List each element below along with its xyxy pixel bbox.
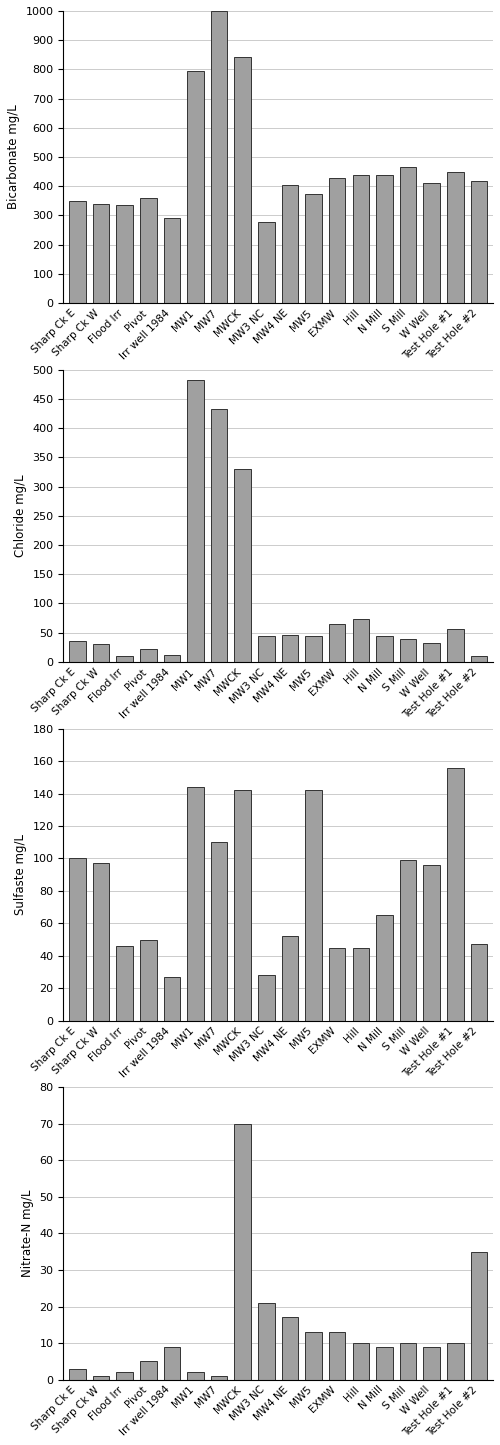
Bar [187,380,204,662]
Bar [400,860,416,1020]
Bar [92,204,110,303]
Bar [234,470,251,662]
Bar [306,636,322,662]
Y-axis label: Chloride mg/L: Chloride mg/L [14,474,27,558]
Bar [69,201,86,303]
Bar [329,1332,345,1380]
Bar [116,946,133,1020]
Bar [306,194,322,303]
Bar [352,175,369,303]
Bar [424,1347,440,1380]
Bar [187,788,204,1020]
Bar [306,790,322,1020]
Bar [447,172,464,303]
Bar [116,656,133,662]
Bar [140,198,156,303]
Bar [400,1342,416,1380]
Bar [211,409,228,662]
Bar [116,1373,133,1380]
Y-axis label: Nitrate-N mg/L: Nitrate-N mg/L [21,1189,34,1277]
Bar [164,655,180,662]
Bar [447,767,464,1020]
Bar [282,936,298,1020]
Y-axis label: Bicarbonate mg/L: Bicarbonate mg/L [7,104,20,210]
Bar [352,948,369,1020]
Bar [258,223,274,303]
Bar [306,1332,322,1380]
Bar [424,182,440,303]
Bar [470,656,487,662]
Bar [116,205,133,303]
Bar [424,643,440,662]
Bar [447,1342,464,1380]
Bar [234,790,251,1020]
Bar [470,1251,487,1380]
Bar [164,218,180,303]
Bar [234,56,251,303]
Bar [69,642,86,662]
Bar [352,620,369,662]
Bar [187,71,204,303]
Y-axis label: Sulfaste mg/L: Sulfaste mg/L [14,834,27,915]
Bar [92,1376,110,1380]
Bar [329,178,345,303]
Bar [258,975,274,1020]
Bar [470,181,487,303]
Bar [470,945,487,1020]
Bar [187,1373,204,1380]
Bar [376,915,392,1020]
Bar [140,649,156,662]
Bar [211,842,228,1020]
Bar [424,866,440,1020]
Bar [258,1303,274,1380]
Bar [376,1347,392,1380]
Bar [376,636,392,662]
Bar [140,1361,156,1380]
Bar [282,185,298,303]
Bar [92,863,110,1020]
Bar [376,175,392,303]
Bar [211,1376,228,1380]
Bar [352,1342,369,1380]
Bar [164,1347,180,1380]
Bar [140,939,156,1020]
Bar [447,629,464,662]
Bar [329,624,345,662]
Bar [282,634,298,662]
Bar [400,168,416,303]
Bar [164,977,180,1020]
Bar [211,12,228,303]
Bar [69,1368,86,1380]
Bar [92,644,110,662]
Bar [234,1124,251,1380]
Bar [329,948,345,1020]
Bar [258,636,274,662]
Bar [69,858,86,1020]
Bar [282,1318,298,1380]
Bar [400,639,416,662]
